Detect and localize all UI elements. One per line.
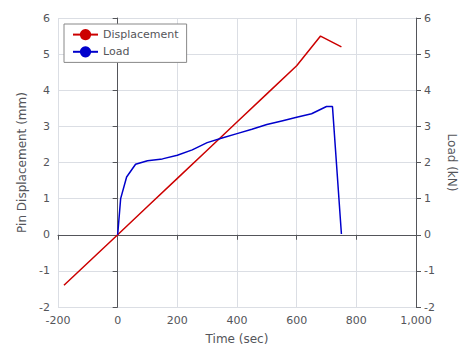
svg-text:5: 5 xyxy=(424,48,431,61)
svg-text:Load: Load xyxy=(103,45,129,58)
svg-text:2: 2 xyxy=(43,156,50,169)
svg-text:-1: -1 xyxy=(424,264,435,277)
svg-text:5: 5 xyxy=(43,48,50,61)
svg-text:-200: -200 xyxy=(46,314,71,327)
svg-text:4: 4 xyxy=(43,84,50,97)
svg-text:4: 4 xyxy=(424,84,431,97)
svg-text:1: 1 xyxy=(43,192,50,205)
svg-text:6: 6 xyxy=(43,12,50,25)
svg-text:2: 2 xyxy=(424,156,431,169)
svg-text:3: 3 xyxy=(43,120,50,133)
svg-text:0: 0 xyxy=(114,314,121,327)
svg-text:1: 1 xyxy=(424,192,431,205)
svg-text:Displacement: Displacement xyxy=(103,28,179,41)
svg-text:0: 0 xyxy=(43,228,50,241)
svg-text:800: 800 xyxy=(346,314,367,327)
svg-text:-2: -2 xyxy=(424,301,435,314)
svg-text:3: 3 xyxy=(424,120,431,133)
svg-text:0: 0 xyxy=(424,228,431,241)
svg-text:600: 600 xyxy=(286,314,307,327)
svg-text:-2: -2 xyxy=(39,301,50,314)
svg-text:400: 400 xyxy=(227,314,248,327)
svg-text:Time (sec): Time (sec) xyxy=(205,332,269,346)
svg-text:200: 200 xyxy=(167,314,188,327)
svg-text:1,000: 1,000 xyxy=(400,314,432,327)
svg-text:-1: -1 xyxy=(39,264,50,277)
svg-text:Load (kN): Load (kN) xyxy=(445,134,459,192)
svg-text:Pin Displacement (mm): Pin Displacement (mm) xyxy=(15,92,29,233)
svg-text:6: 6 xyxy=(424,12,431,25)
